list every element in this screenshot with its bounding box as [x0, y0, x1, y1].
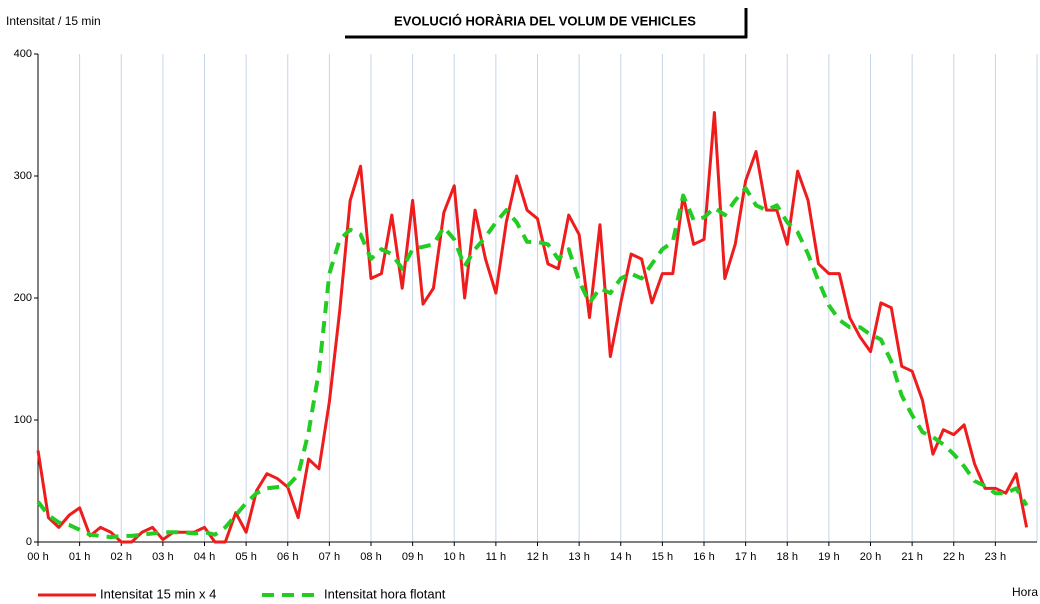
legend-label: Intensitat hora flotant — [324, 586, 446, 601]
x-tick-label: 04 h — [194, 551, 215, 563]
y-tick-label: 100 — [14, 414, 32, 426]
x-tick-label: 07 h — [319, 551, 340, 563]
series-line — [36, 111, 1029, 544]
x-tick-label: 21 h — [901, 551, 922, 563]
x-tick-label: 01 h — [69, 551, 90, 563]
series-line — [36, 186, 1029, 540]
x-tick-label: 03 h — [152, 551, 173, 563]
x-axis-label: Hora — [1012, 585, 1038, 599]
x-tick-label: 23 h — [985, 551, 1006, 563]
x-tick-label: 06 h — [277, 551, 298, 563]
x-tick-label: 18 h — [777, 551, 798, 563]
x-tick-label: 12 h — [527, 551, 548, 563]
x-tick-label: 22 h — [943, 551, 964, 563]
y-tick-label: 0 — [26, 536, 32, 548]
x-tick-label: 14 h — [610, 551, 631, 563]
x-tick-label: 10 h — [444, 551, 465, 563]
x-tick-label: 17 h — [735, 551, 756, 563]
chart-title: EVOLUCIÓ HORÀRIA DEL VOLUM DE VEHICLES — [394, 13, 696, 28]
x-tick-label: 15 h — [652, 551, 673, 563]
y-axis-label: Intensitat / 15 min — [6, 14, 101, 28]
y-tick-label: 200 — [14, 292, 32, 304]
x-tick-label: 19 h — [818, 551, 839, 563]
x-tick-label: 11 h — [486, 551, 507, 563]
x-tick-label: 02 h — [111, 551, 132, 563]
y-tick-label: 300 — [14, 170, 32, 182]
x-tick-label: 16 h — [693, 551, 714, 563]
x-tick-label: 05 h — [235, 551, 256, 563]
x-tick-label: 00 h — [27, 551, 48, 563]
y-tick-label: 400 — [14, 48, 32, 60]
x-tick-label: 20 h — [860, 551, 881, 563]
title-box — [345, 8, 746, 36]
x-tick-label: 13 h — [568, 551, 589, 563]
x-tick-label: 08 h — [360, 551, 381, 563]
legend-label: Intensitat 15 min x 4 — [100, 586, 216, 601]
x-tick-label: 09 h — [402, 551, 423, 563]
